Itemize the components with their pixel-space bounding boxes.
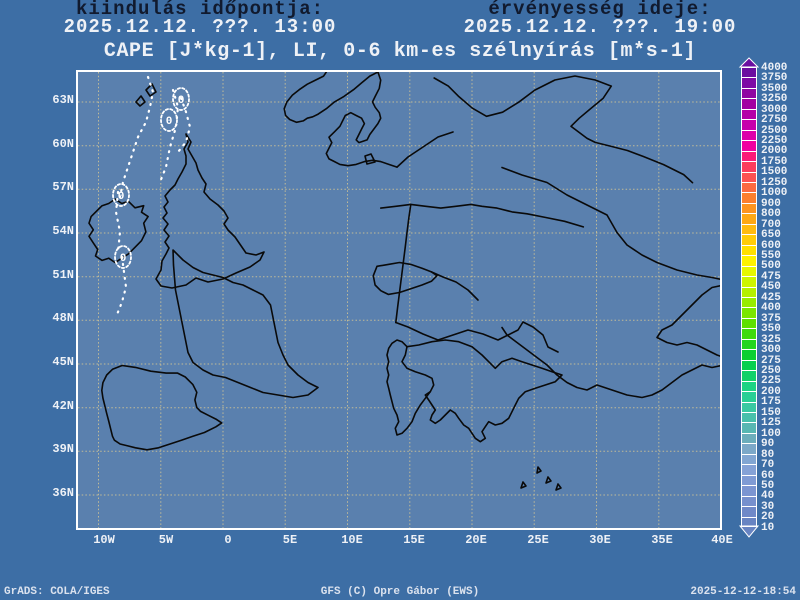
svg-text:0: 0 <box>120 253 127 265</box>
svg-text:0: 0 <box>178 95 185 107</box>
svg-text:0: 0 <box>166 116 173 128</box>
svg-text:0: 0 <box>118 191 125 203</box>
